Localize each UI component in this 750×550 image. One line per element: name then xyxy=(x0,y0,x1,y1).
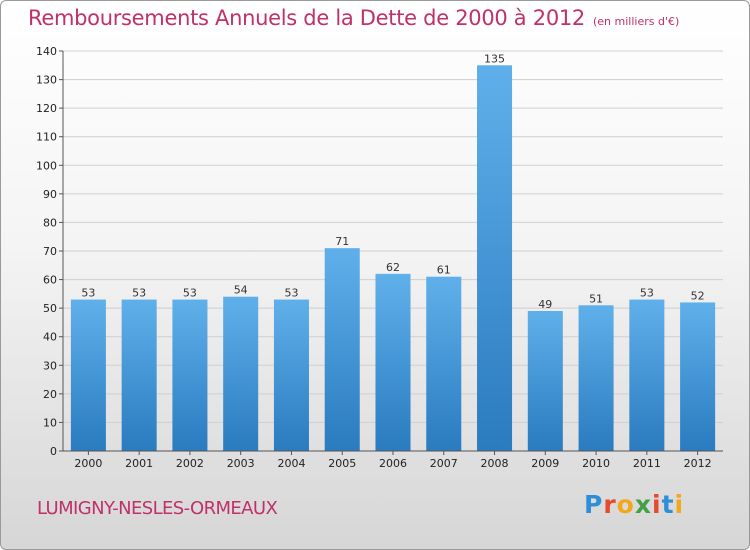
bar-value-label: 135 xyxy=(484,52,505,65)
bars xyxy=(70,65,716,452)
logo-letter: P xyxy=(584,490,604,519)
bar xyxy=(70,299,106,451)
logo-letter: x xyxy=(634,490,652,519)
y-tick-label: 90 xyxy=(43,188,57,201)
y-tick-label: 70 xyxy=(43,245,57,258)
bar xyxy=(477,65,513,452)
bar-value-label: 51 xyxy=(589,292,603,305)
y-tick-label: 80 xyxy=(43,216,57,229)
x-tick-label: 2001 xyxy=(125,457,153,470)
logo-letter: o xyxy=(616,490,635,519)
y-tick-label: 40 xyxy=(43,331,57,344)
bar-value-label: 53 xyxy=(284,287,298,300)
axes xyxy=(59,50,723,455)
x-tick-label: 2002 xyxy=(176,457,204,470)
bar-value-label: 54 xyxy=(234,284,248,297)
x-tick-label: 2008 xyxy=(481,457,509,470)
logo-letter: t xyxy=(661,490,675,519)
bar xyxy=(426,276,462,451)
bar xyxy=(680,302,716,451)
x-tick-label: 2007 xyxy=(430,457,458,470)
y-tick-label: 120 xyxy=(36,102,57,115)
x-tick-label: 2012 xyxy=(684,457,712,470)
x-tick-label: 2009 xyxy=(531,457,559,470)
bar xyxy=(223,296,259,451)
bar-value-label: 53 xyxy=(81,287,95,300)
bar xyxy=(578,305,614,451)
bar xyxy=(172,299,208,451)
logo-letter: i xyxy=(674,490,685,519)
proxiti-logo: Proxiti xyxy=(584,490,684,519)
logo-letter: r xyxy=(603,490,617,519)
chart-title: Remboursements Annuels de la Dette de 20… xyxy=(28,6,679,30)
bar xyxy=(629,299,665,451)
bar-value-label: 49 xyxy=(538,298,552,311)
x-tick-label: 2003 xyxy=(227,457,255,470)
y-tick-label: 130 xyxy=(36,74,57,87)
town-name: LUMIGNY-NESLES-ORMEAUX xyxy=(37,498,278,519)
logo-letter: i xyxy=(652,490,662,519)
bar-value-label: 53 xyxy=(640,287,654,300)
y-tick-label: 30 xyxy=(43,359,57,372)
y-tick-label: 110 xyxy=(36,131,57,144)
bar xyxy=(121,299,157,451)
bar xyxy=(527,311,563,451)
title-text: Remboursements Annuels de la Dette de 20… xyxy=(28,6,585,30)
bar-value-label: 62 xyxy=(386,261,400,274)
y-tick-label: 100 xyxy=(36,159,57,172)
bar-value-label: 71 xyxy=(335,235,349,248)
bar xyxy=(273,299,309,451)
y-tick-label: 140 xyxy=(36,45,57,58)
y-tick-label: 20 xyxy=(43,388,57,401)
labels: 0 10 20 30 40 50 60 70 80 90 100 110 120 130 140 53 2000… xyxy=(36,45,712,470)
x-tick-label: 2005 xyxy=(328,457,356,470)
chart-subtitle: (en milliers d'€) xyxy=(593,15,680,28)
bar-value-label: 53 xyxy=(132,287,146,300)
x-tick-label: 2011 xyxy=(633,457,661,470)
y-tick-label: 10 xyxy=(43,416,57,429)
bar xyxy=(324,248,360,451)
y-tick-label: 0 xyxy=(50,445,57,458)
x-tick-label: 2004 xyxy=(277,457,305,470)
bar xyxy=(375,273,411,451)
y-tick-label: 60 xyxy=(43,274,57,287)
x-tick-label: 2010 xyxy=(582,457,610,470)
bar-value-label: 52 xyxy=(691,289,705,302)
bar-value-label: 53 xyxy=(183,287,197,300)
bar-value-label: 61 xyxy=(437,264,451,277)
x-tick-label: 2006 xyxy=(379,457,407,470)
y-tick-label: 50 xyxy=(43,302,57,315)
x-tick-label: 2000 xyxy=(74,457,102,470)
